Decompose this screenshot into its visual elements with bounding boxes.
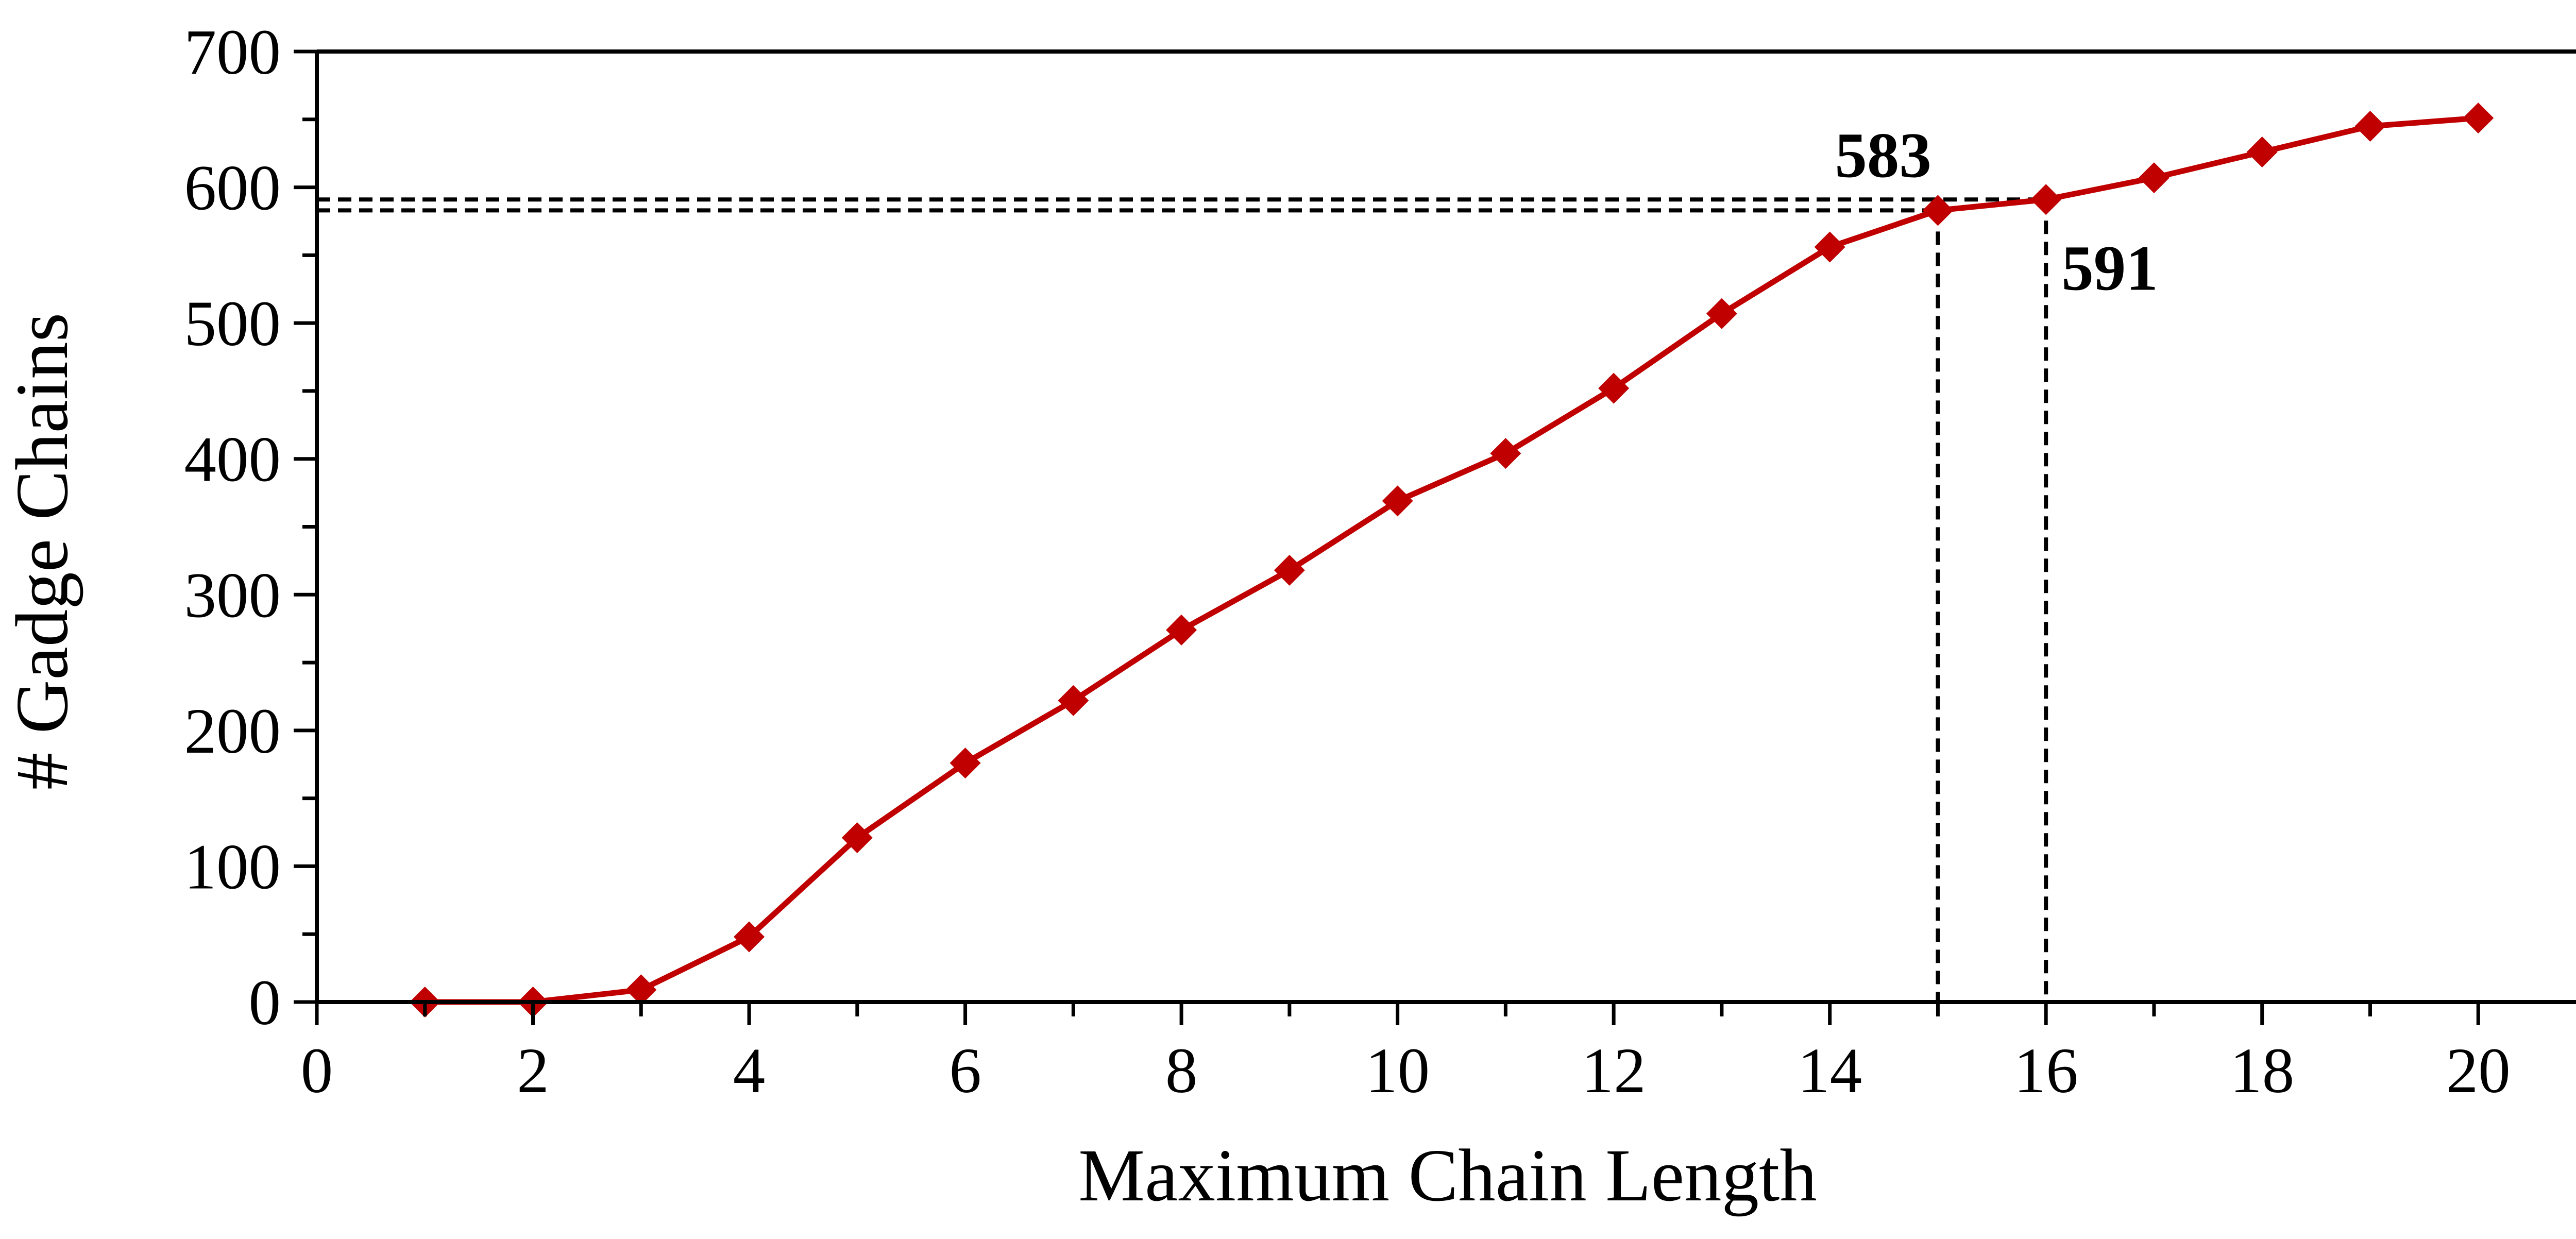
x-tick-label: 14 — [1798, 1036, 1862, 1107]
data-point-marker — [1490, 438, 1521, 469]
y-tick-label: 400 — [184, 425, 281, 496]
data-point-marker — [1814, 231, 1845, 263]
y-tick-label: 600 — [184, 153, 281, 224]
y-tick-label: 500 — [184, 288, 281, 360]
reference-guides — [317, 197, 2048, 1002]
data-point-marker — [1274, 554, 1305, 586]
series-line — [425, 115, 2479, 1005]
x-tick-label: 4 — [733, 1036, 766, 1107]
x-tick-label: 18 — [2230, 1036, 2294, 1107]
data-point-marker — [841, 822, 873, 854]
y-tick-label: 100 — [184, 831, 281, 903]
data-point-marker — [1706, 298, 1737, 329]
data-point-marker — [2030, 184, 2062, 215]
y-tick-label: 300 — [184, 560, 281, 631]
y-tick-label: 700 — [184, 17, 281, 88]
x-tick-label: 2 — [517, 1036, 549, 1107]
y-tick-label: 0 — [249, 968, 281, 1039]
x-tick-label: 12 — [1582, 1036, 1646, 1107]
data-point-marker — [2138, 162, 2170, 194]
data-point-marker — [1166, 614, 1197, 646]
data-point-marker — [625, 974, 657, 1006]
data-point-marker — [950, 748, 981, 779]
axes — [315, 49, 2576, 1004]
x-tick-label: 10 — [1365, 1036, 1430, 1107]
x-tick-label: 8 — [1165, 1036, 1198, 1107]
data-point-marker — [1382, 485, 1413, 517]
y-axis-title: # Gadge Chains — [1, 313, 83, 790]
annotation-583: 583 — [1835, 120, 1931, 191]
tick-marks — [294, 49, 2480, 1025]
data-point-marker — [1922, 195, 1954, 226]
annotation-591: 591 — [2061, 233, 2158, 304]
x-tick-label: 16 — [2014, 1036, 2078, 1107]
x-tick-label: 6 — [949, 1036, 981, 1107]
data-point-marker — [1058, 685, 1089, 716]
x-axis-title: Maximum Chain Length — [1078, 1134, 1817, 1217]
y-tick-label: 200 — [184, 696, 281, 767]
x-tick-label: 20 — [2446, 1036, 2511, 1107]
data-point-marker — [2246, 137, 2278, 168]
data-point-marker — [734, 921, 765, 953]
data-point-marker — [2354, 110, 2386, 142]
data-point-marker — [1598, 372, 1630, 404]
data-point-marker — [2463, 103, 2494, 134]
x-tick-label: 0 — [301, 1036, 333, 1107]
series-layer — [409, 103, 2494, 1017]
